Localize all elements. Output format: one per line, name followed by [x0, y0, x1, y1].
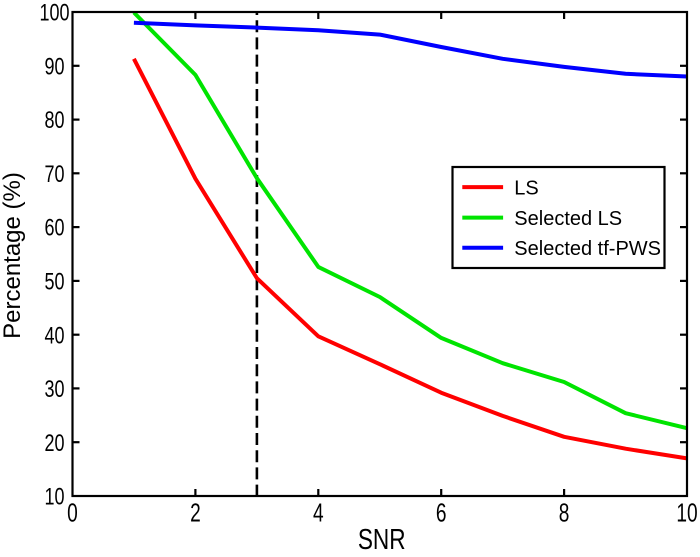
svg-text:LS: LS: [514, 177, 538, 199]
svg-text:SNR: SNR: [358, 522, 406, 555]
svg-text:8: 8: [559, 499, 570, 527]
svg-text:2: 2: [190, 499, 201, 527]
svg-text:20: 20: [44, 430, 64, 456]
svg-text:30: 30: [44, 377, 64, 403]
svg-text:80: 80: [44, 108, 64, 134]
svg-text:10: 10: [676, 499, 697, 527]
svg-text:70: 70: [44, 162, 64, 188]
svg-text:50: 50: [44, 269, 64, 295]
svg-text:4: 4: [313, 499, 324, 527]
svg-text:0: 0: [67, 499, 78, 527]
svg-text:40: 40: [44, 323, 64, 349]
svg-text:10: 10: [44, 484, 64, 510]
svg-text:Percentage (%): Percentage (%): [0, 172, 26, 339]
svg-text:90: 90: [44, 54, 64, 80]
svg-text:6: 6: [436, 499, 447, 527]
svg-text:100: 100: [39, 0, 69, 26]
svg-text:Selected tf-PWS: Selected tf-PWS: [514, 238, 661, 260]
svg-text:Selected LS: Selected LS: [514, 208, 622, 230]
svg-text:60: 60: [44, 215, 64, 241]
